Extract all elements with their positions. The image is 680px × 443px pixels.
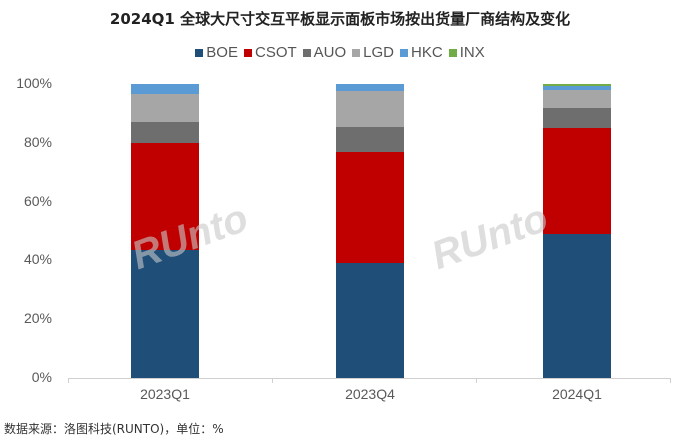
legend-label: LGD	[363, 44, 395, 61]
legend-label: CSOT	[254, 44, 297, 61]
plot-area	[68, 84, 670, 378]
legend-label: BOE	[206, 44, 238, 61]
legend-swatch	[302, 48, 311, 57]
y-tick-label: 100%	[16, 75, 52, 91]
chart-title: 2024Q1 全球大尺寸交互平板显示面板市场按出货量厂商结构及变化	[109, 10, 571, 28]
segment-lgd	[131, 94, 199, 123]
x-tick	[476, 378, 477, 383]
legend-item-csot: CSOT	[243, 44, 297, 61]
source-note: 数据来源：洛图科技(RUNTO)，单位：%	[4, 422, 224, 436]
x-tick-label: 2023Q1	[140, 386, 190, 402]
segment-hkc	[336, 84, 404, 92]
legend-item-hkc: HKC	[400, 44, 443, 61]
x-tick-label: 2023Q4	[345, 386, 395, 402]
legend-item-lgd: LGD	[352, 44, 394, 61]
x-tick	[68, 378, 69, 383]
y-tick-label: 40%	[23, 251, 52, 268]
legend-item-inx: INX	[448, 44, 485, 61]
legend-swatch	[195, 48, 204, 57]
segment-auo	[543, 107, 611, 129]
legend: BOE CSOT AUO LGD HKC INX	[0, 44, 680, 61]
segment-lgd	[543, 89, 611, 108]
x-axis	[68, 378, 670, 379]
segment-csot	[336, 151, 404, 264]
bar-2023Q1	[131, 84, 199, 378]
legend-item-auo: AUO	[302, 44, 347, 61]
legend-swatch	[448, 48, 457, 57]
x-tick-label: 2024Q1	[552, 386, 602, 402]
legend-label: HKC	[411, 44, 443, 61]
segment-auo	[336, 126, 404, 152]
legend-swatch	[400, 48, 409, 57]
segment-inx	[543, 84, 611, 86]
segment-boe	[543, 233, 611, 378]
legend-swatch	[243, 48, 252, 57]
y-tick-label: 60%	[23, 192, 52, 209]
legend-item-boe: BOE	[195, 44, 238, 61]
segment-csot	[131, 142, 199, 251]
segment-auo	[131, 122, 199, 143]
y-tick-label: 20%	[23, 310, 52, 327]
segment-lgd	[336, 91, 404, 127]
segment-boe	[131, 250, 199, 378]
legend-label: INX	[459, 44, 485, 61]
segment-boe	[336, 263, 404, 378]
segment-csot	[543, 128, 611, 234]
y-tick-label: 0%	[31, 369, 52, 385]
segment-hkc	[131, 84, 199, 95]
segment-hkc	[543, 85, 611, 90]
bar-2023Q4	[336, 84, 404, 378]
y-tick-label: 80%	[23, 133, 52, 150]
x-tick	[272, 378, 273, 383]
bar-2024Q1	[543, 84, 611, 378]
x-tick	[670, 378, 671, 383]
legend-swatch	[352, 48, 361, 57]
legend-label: AUO	[313, 44, 347, 61]
